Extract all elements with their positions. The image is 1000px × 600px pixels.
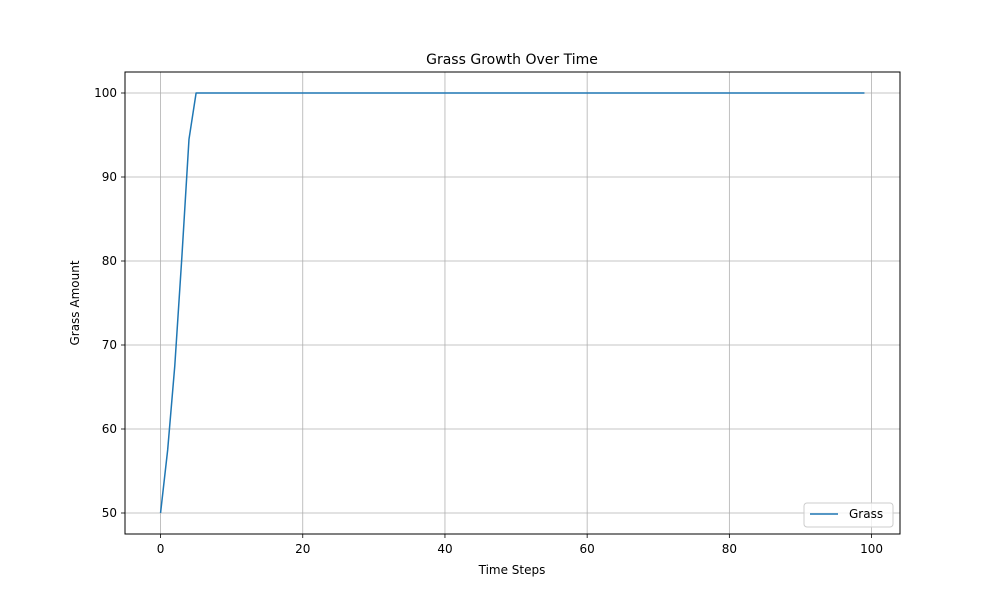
plot-series [159, 92, 865, 514]
x-tick-label: 40 [437, 542, 452, 556]
plot-frame [124, 71, 901, 535]
y-tick-label: 90 [102, 170, 117, 184]
x-tick-label: 60 [580, 542, 595, 556]
x-axis-label: Time Steps [478, 563, 546, 577]
y-axis-label: Grass Amount [68, 260, 82, 345]
legend: Grass [803, 502, 894, 528]
y-tick-label: 100 [94, 86, 117, 100]
y-tick-label: 60 [102, 422, 117, 436]
y-axis-ticks: 50 60 70 80 90 100 [94, 86, 125, 520]
x-tick-label: 20 [295, 542, 310, 556]
series-line-grass [159, 92, 865, 514]
chart-title: Grass Growth Over Time [426, 52, 598, 68]
legend-label-grass: Grass [849, 507, 883, 521]
x-tick-label: 0 [157, 542, 165, 556]
x-axis-ticks: 0 20 40 60 80 100 [157, 534, 883, 556]
y-tick-label: 80 [102, 254, 117, 268]
grid-lines [125, 72, 900, 534]
x-tick-label: 80 [722, 542, 737, 556]
y-tick-label: 50 [102, 506, 117, 520]
y-tick-label: 70 [102, 338, 117, 352]
legend-box [803, 502, 894, 528]
x-tick-label: 100 [860, 542, 883, 556]
